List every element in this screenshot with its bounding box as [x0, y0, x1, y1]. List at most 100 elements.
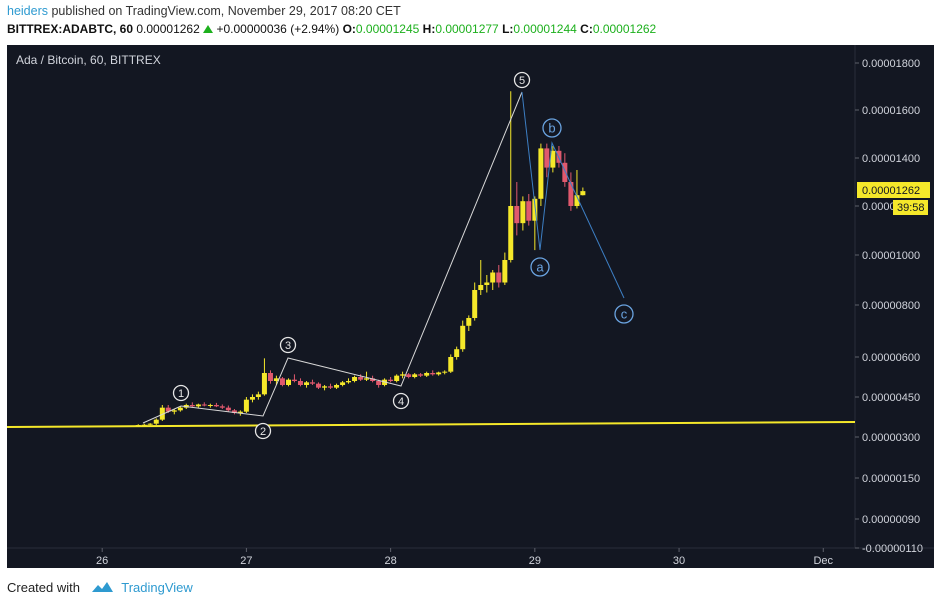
ohlc-value: 0.00001262	[592, 22, 657, 36]
plot-background	[7, 45, 934, 568]
candle-body	[153, 419, 159, 424]
candle-body	[364, 378, 370, 380]
candle-body	[442, 371, 448, 373]
wave-marker	[530, 257, 550, 277]
candle-body	[340, 382, 346, 385]
candle-body	[436, 372, 442, 375]
wave-marker	[513, 71, 531, 89]
symbol-line: BITTREX:ADABTC, 60 0.00001262 +0.0000003…	[7, 22, 656, 36]
candle-body	[207, 405, 213, 406]
x-tick-label: 27	[240, 555, 252, 567]
y-tick-label: 0.00000600	[862, 352, 920, 364]
countdown-tag	[893, 200, 928, 215]
ohlc-value: 0.00001277	[435, 22, 499, 36]
candle-body	[412, 374, 418, 377]
y-tick-label: 0.00000450	[862, 392, 920, 404]
wave-marker	[542, 118, 562, 138]
y-tick-label: 0.00001600	[862, 105, 920, 117]
x-tick-label: Dec	[813, 555, 833, 567]
y-tick-label: 0.00001400	[862, 153, 920, 165]
wave-label: b	[548, 121, 555, 136]
candle-body	[249, 397, 255, 400]
candle-body	[286, 379, 292, 385]
logo	[91, 582, 113, 592]
author[interactable]: heiders	[7, 4, 48, 18]
candle-body	[472, 290, 478, 318]
x-tick-label: 28	[384, 555, 396, 567]
published: published on TradingView.com, November 2…	[51, 4, 401, 18]
candle-body	[526, 201, 532, 221]
candle-body	[466, 318, 472, 326]
wave-label: 4	[398, 396, 404, 408]
ohlc-label: H:	[422, 22, 436, 36]
candle-body	[171, 410, 177, 412]
wave-label: c	[621, 307, 628, 322]
candle-body	[334, 385, 340, 388]
brand[interactable]: TradingView	[121, 580, 193, 595]
candle-body	[568, 182, 574, 206]
wave-label: 3	[285, 340, 291, 352]
change: +0.00000036 (+2.94%)	[216, 22, 340, 36]
candle-body	[352, 377, 358, 381]
candle-body	[430, 373, 436, 375]
candle-body	[195, 404, 201, 407]
ohlc-label: O:	[342, 22, 356, 36]
y-tick-label: 0.00000800	[862, 300, 920, 312]
candle-body	[496, 272, 502, 283]
candle-body	[520, 201, 526, 224]
candle-body	[394, 375, 400, 381]
up-arrow	[203, 25, 214, 33]
wave-marker	[392, 392, 410, 410]
wave-marker	[254, 422, 272, 440]
x-tick-label: 26	[96, 555, 108, 567]
footer: Created with TradingView	[7, 580, 193, 595]
ohlc-label: L:	[502, 22, 514, 36]
candle-body	[376, 381, 382, 385]
wave-label: a	[536, 260, 544, 275]
candle-body	[327, 386, 333, 388]
candle-body	[580, 191, 586, 196]
wave-label: 1	[178, 388, 184, 400]
candle-body	[159, 407, 165, 420]
wave-impulse	[142, 91, 523, 424]
candle-body	[418, 374, 424, 376]
candle-body	[304, 382, 310, 385]
candle-body	[574, 195, 580, 206]
candle-body	[219, 406, 225, 408]
candle-body	[484, 282, 490, 285]
wave-marker	[172, 384, 190, 402]
publish-line: heiders published on TradingView.com, No…	[7, 4, 401, 18]
y-tick-label: 0.00000090	[862, 514, 920, 526]
candle-body	[514, 206, 520, 224]
candle-body	[460, 325, 466, 350]
candle-body	[279, 378, 285, 385]
countdown-label: 39:58	[897, 202, 925, 214]
candle-body	[309, 382, 315, 384]
wave-correction	[521, 91, 625, 299]
candle-body	[562, 162, 568, 182]
candle-body	[532, 198, 538, 221]
candle-body	[213, 405, 219, 407]
candle-body	[448, 357, 454, 372]
price-tag	[857, 182, 930, 198]
candle-body	[231, 410, 237, 413]
candle-body	[165, 407, 171, 412]
candle-body	[225, 407, 231, 411]
wave-label: 5	[519, 75, 525, 87]
ohlc-value: 0.00001244	[513, 22, 577, 36]
y-tick-label: -0.00000110	[862, 543, 923, 555]
candle-body	[243, 399, 249, 412]
candle-body	[478, 285, 484, 290]
candle-body	[370, 378, 376, 381]
candle-body	[544, 148, 550, 168]
support-line	[6, 421, 856, 428]
symbol: BITTREX:ADABTC, 60	[7, 22, 134, 36]
candle-body	[267, 373, 273, 381]
candle-body	[141, 424, 147, 426]
y-tick-label: 0.00000300	[862, 432, 920, 444]
y-tick-label: 0.00001000	[862, 250, 920, 262]
candle-body	[454, 349, 460, 357]
x-tick-label: 29	[529, 555, 541, 567]
candle-body	[261, 373, 267, 395]
